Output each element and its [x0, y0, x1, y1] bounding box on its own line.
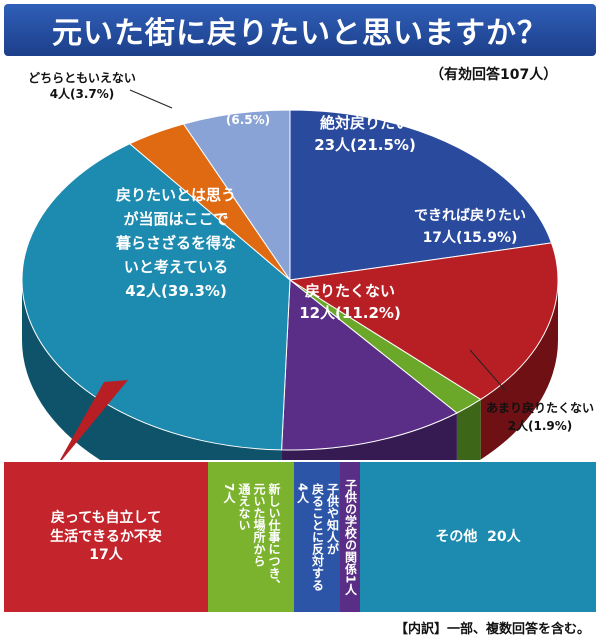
slice-amari-side: [456, 399, 481, 460]
footnote: 【内訳】一部、複数回答を含む。: [394, 622, 590, 637]
slice-sonota: [182, 109, 291, 282]
leader-line-dochiratomo: [129, 89, 173, 109]
title-bar: 元いた街に戻りたいと思いますか？: [4, 4, 596, 56]
callout-pointer: [60, 380, 128, 460]
leader-line-amari: [469, 349, 506, 391]
data-label-s5: どちらともいえない 4人(3.7%): [28, 71, 136, 101]
breakdown-segment-school: 子供の学校の関係1人: [340, 462, 360, 612]
slice-dekireba-side: [480, 280, 558, 460]
breakdown-bar: 戻っても自立して 生活できるか不安 17人 新しい仕事につき、 元いた場所から 通…: [4, 462, 596, 612]
breakdown-segment-anxiety: 戻っても自立して 生活できるか不安 17人: [4, 462, 208, 612]
data-label-s4: 戻りたいとは思うが当面はここで暮らさざるを得ないと考えている 42人(39.3%): [115, 186, 236, 300]
data-label-s0: 絶対戻りたい 23人(21.5%): [314, 114, 416, 154]
data-label-s2: あまり戻りたくない 2人(1.9%): [486, 400, 594, 433]
data-label-s6: その他 7人(6.5%): [226, 80, 270, 127]
slice-modoritakunai-side: [281, 413, 457, 460]
chart-title: 元いた街に戻りたいと思いますか？: [52, 16, 548, 51]
breakdown-segment-new-job: 新しい仕事につき、 元いた場所から 通えない 7人: [208, 462, 294, 612]
slice-modoritai-ga: [21, 143, 291, 451]
data-label-s3: 戻りたくない 12人(11.2%): [299, 282, 401, 322]
breakdown-segment-family-opposes: 子供や知人が 戻ることに反対する 4人: [294, 462, 340, 612]
breakdown-segment-other: その他 20人: [360, 462, 596, 612]
slice-zettai: [289, 109, 553, 281]
respondent-count: （有効回答107人）: [430, 67, 558, 83]
slice-dekireba: [288, 242, 559, 401]
data-label-s1: できれば戻りたい 17人(15.9%): [414, 207, 526, 246]
slice-modoritakunai: [281, 279, 458, 451]
pie-chart: 絶対戻りたい 23人(21.5%) できれば戻りたい 17人(15.9%) あまり戻りた…: [21, 71, 594, 460]
